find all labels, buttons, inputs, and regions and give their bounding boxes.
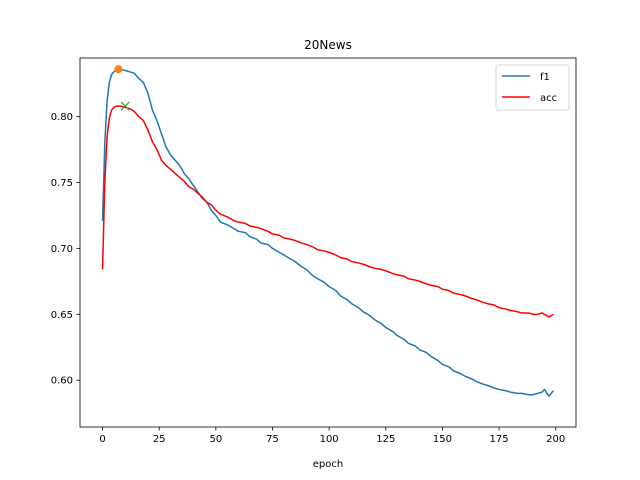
y-tick-label: 0.70	[51, 244, 73, 255]
max-marker-acc	[120, 101, 130, 111]
x-tick-label: 125	[376, 434, 395, 445]
y-tick-label: 0.65	[51, 310, 73, 321]
legend-label-f1: f1	[540, 72, 550, 83]
x-tick-label: 100	[320, 434, 339, 445]
x-tick-label: 75	[266, 434, 279, 445]
marker-layer	[114, 65, 130, 111]
x-tick-label: 175	[490, 434, 509, 445]
plot-area	[79, 57, 577, 428]
x-tick-label: 200	[546, 434, 565, 445]
x-axis: 0 25 50 75 100 125 150 175 200	[99, 427, 565, 445]
max-marker-f1	[114, 65, 123, 74]
marker-stroke	[120, 101, 130, 111]
x-tick-label: 150	[433, 434, 452, 445]
series-line-acc	[101, 105, 554, 318]
y-tick-label: 0.75	[51, 178, 73, 189]
legend-box	[495, 64, 570, 111]
legend: f1 acc	[495, 64, 570, 111]
chart-title: 20News	[304, 38, 352, 52]
x-axis-title: epoch	[313, 459, 343, 470]
x-tick-label: 25	[153, 434, 166, 445]
series-layer	[101, 68, 555, 397]
x-tick-label: 0	[99, 434, 105, 445]
series-line-f1	[101, 68, 555, 397]
y-tick-label: 0.80	[51, 112, 73, 123]
x-tick-label: 50	[209, 434, 222, 445]
legend-label-acc: acc	[540, 93, 557, 104]
y-tick-label: 0.60	[51, 376, 73, 387]
plot-frame	[79, 57, 577, 428]
y-axis: 0.60 0.65 0.70 0.75 0.80	[51, 112, 80, 387]
